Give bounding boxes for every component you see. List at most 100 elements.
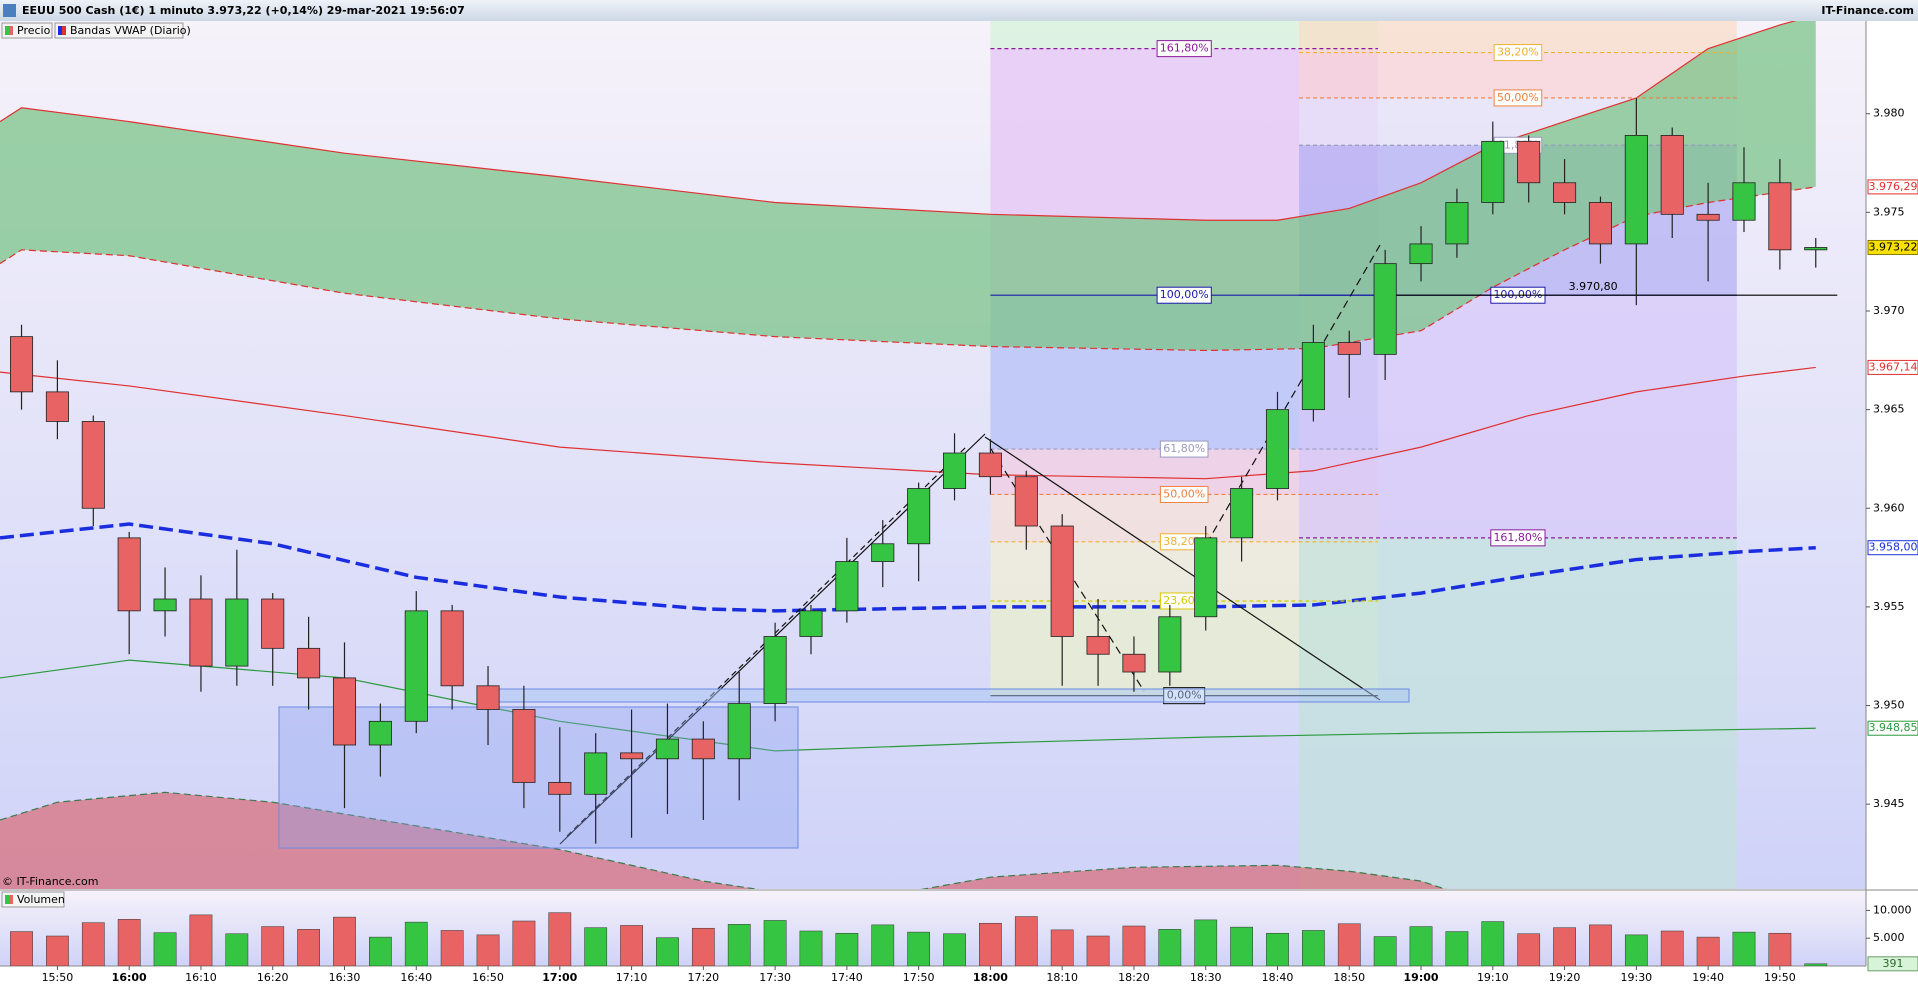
y-tick-label: 5.000	[1873, 931, 1905, 944]
line-value-tag: 3.967,14	[1869, 360, 1918, 373]
volume-bar	[333, 916, 356, 966]
y-tick-label: 3.965	[1873, 403, 1905, 416]
legend-swatch	[58, 26, 62, 35]
band-line	[0, 186, 1816, 352]
band-line	[0, 21, 1797, 221]
fib-label: 50,00%	[1163, 487, 1205, 500]
band-fill	[0, 21, 1816, 351]
x-tick-label: 15:50	[42, 971, 74, 984]
candle-body	[1194, 537, 1218, 618]
volume-bar	[512, 920, 536, 966]
volume-bar	[1481, 921, 1505, 966]
y-tick-label: 3.955	[1873, 600, 1905, 613]
x-tick-label: 16:50	[472, 971, 504, 984]
last-price-tag-box	[1867, 239, 1918, 255]
candle-body	[297, 647, 321, 679]
candle-body	[189, 598, 213, 667]
candle-body	[1409, 243, 1433, 265]
fib-label: 38,20%	[1497, 46, 1539, 59]
x-tick-label: 17:50	[903, 971, 935, 984]
volume-bar	[1230, 926, 1253, 966]
fib-label: 50,00%	[1497, 91, 1539, 104]
candle-body	[1481, 140, 1505, 203]
candle-body	[1517, 140, 1541, 184]
volume-bar	[297, 929, 320, 966]
candle-body	[727, 703, 751, 760]
volume-bar	[404, 921, 428, 966]
volume-bar	[1768, 932, 1792, 966]
volume-bar	[1409, 926, 1433, 966]
band-line	[0, 366, 1816, 480]
volume-bar	[584, 927, 608, 966]
x-tick-label: 17:10	[616, 971, 648, 984]
x-tick-label: 17:20	[687, 971, 719, 984]
volume-bar	[153, 932, 177, 966]
x-tick-label: 19:40	[1692, 971, 1724, 984]
volume-bar	[1804, 963, 1828, 966]
candle-body	[1265, 409, 1290, 489]
title: EEUU 500 Cash (1€) 1 minuto 3.973,22 (+0…	[22, 4, 465, 17]
candle-body	[1086, 636, 1110, 655]
volume-bar	[1050, 929, 1074, 966]
volume-bar	[189, 914, 213, 966]
volume-bar	[691, 927, 715, 966]
volume-bar	[835, 932, 859, 966]
fib-label-box	[1493, 89, 1543, 107]
candle-body	[10, 336, 34, 393]
volume-bar	[1589, 924, 1612, 966]
y-tick-label: 3.945	[1873, 797, 1905, 810]
drawing	[566, 446, 967, 837]
legend-box	[1, 891, 65, 908]
candle-body	[117, 537, 141, 612]
volume-bar	[1302, 930, 1325, 966]
volume-bar	[369, 936, 392, 966]
volume-bar	[1158, 929, 1182, 966]
candle-body	[1732, 182, 1756, 221]
candle-body	[512, 709, 536, 783]
volume-bar	[1445, 931, 1469, 966]
volume-bar	[727, 924, 751, 966]
copyright: © IT-Finance.com	[2, 875, 99, 888]
x-tick-label: 19:10	[1477, 971, 1509, 984]
candle-body	[978, 452, 1002, 478]
candle-body	[655, 738, 679, 760]
y-tick-label: 10.000	[1873, 903, 1912, 916]
volume-bar	[261, 926, 285, 966]
fib-label-box	[1493, 44, 1543, 62]
band-line	[0, 522, 1816, 613]
candle-body	[799, 610, 823, 637]
candle-body	[1158, 616, 1182, 673]
volume-bar	[81, 922, 105, 966]
volume-bar	[440, 930, 464, 966]
volume-bar	[1732, 931, 1756, 966]
volume-bar	[1624, 934, 1648, 966]
fib-label: 61,80%	[1163, 442, 1205, 455]
x-tick-label: 17:30	[759, 971, 791, 984]
candle-body	[1553, 182, 1577, 203]
y-tick-label: 3.950	[1873, 699, 1905, 712]
volume-bar	[46, 935, 69, 966]
x-tick-label: 19:20	[1549, 971, 1581, 984]
candle-body	[1373, 263, 1397, 355]
volume-bar	[907, 931, 931, 966]
line-value-tag-box	[1867, 179, 1918, 195]
volume-bar	[1337, 923, 1361, 966]
candle-body	[763, 636, 787, 704]
candle-body	[1301, 342, 1325, 411]
candle-body	[440, 610, 464, 687]
x-tick-label: 16:30	[329, 971, 361, 984]
line-value-tag-box	[1867, 720, 1918, 736]
source: IT-Finance.com	[1821, 4, 1914, 17]
x-tick-label: 16:20	[257, 971, 289, 984]
x-tick-label: 18:20	[1118, 971, 1150, 984]
volume-bar	[1014, 916, 1038, 966]
last-volume-tag-box	[1867, 956, 1918, 972]
candle-body	[81, 421, 105, 509]
fib-zone	[1299, 537, 1737, 889]
legend-swatch	[5, 26, 9, 35]
ref-label: 3.970,80	[1569, 280, 1618, 293]
last-volume-tag: 391	[1883, 957, 1904, 970]
candle-body	[1696, 213, 1720, 221]
